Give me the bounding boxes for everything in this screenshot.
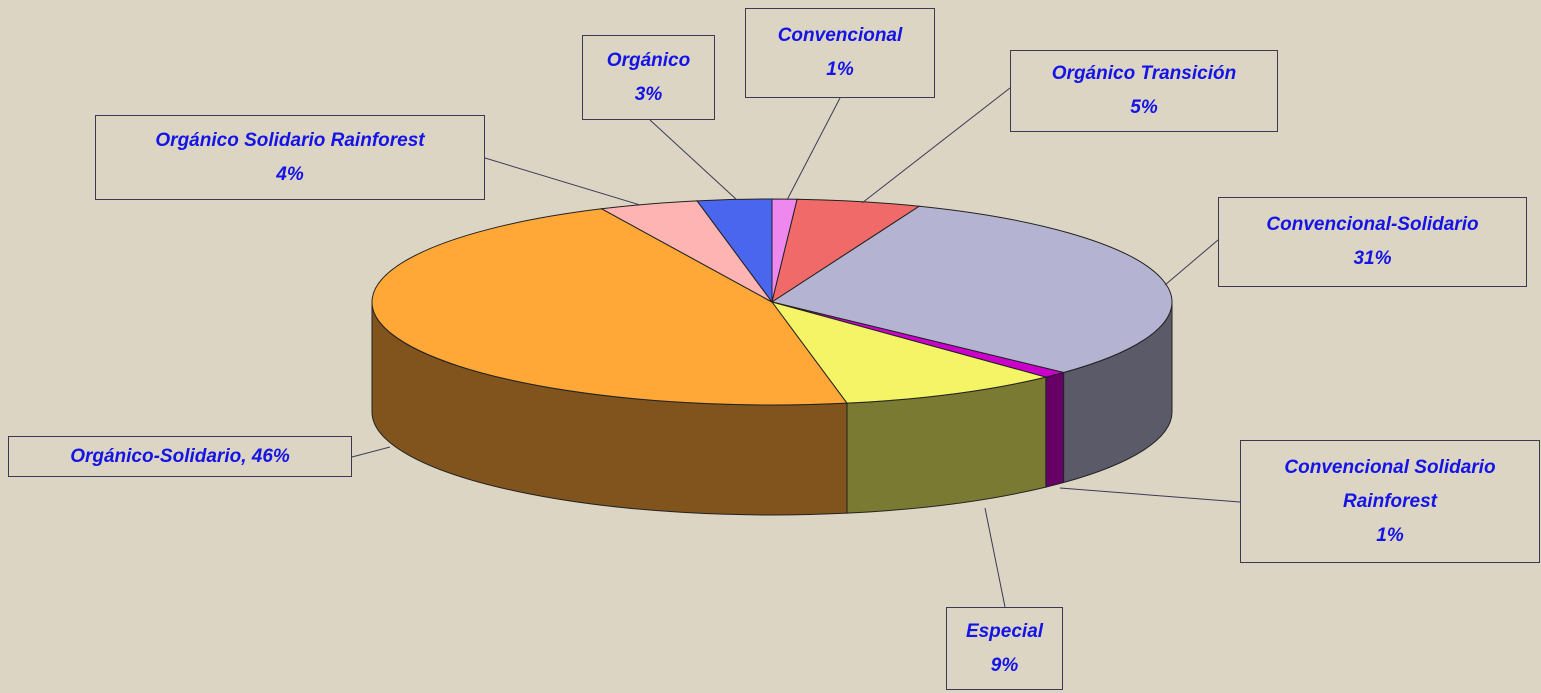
slice-side [1045, 371, 1065, 488]
leader-line [1164, 239, 1219, 286]
label-separator: , [241, 445, 252, 467]
label-value: 1% [1376, 524, 1404, 546]
label-name: Orgánico-Solidario [70, 445, 242, 467]
slice [371, 208, 848, 406]
label-name: Orgánico Transición [1051, 63, 1237, 84]
label-row: Orgánico-Solidario, 46% [9, 440, 351, 474]
label-name: Orgánico [606, 49, 691, 71]
label-value: 5% [1130, 97, 1158, 118]
data-label: Convencional 1% [745, 8, 935, 98]
leader-line [1059, 487, 1241, 503]
label-value: 1% [826, 59, 854, 80]
leader-line [861, 87, 1011, 204]
label-name: Convencional Solidario Rainforest [1284, 456, 1496, 512]
data-label: Orgánico 3% [582, 35, 715, 120]
label-name: Convencional-Solidario [1266, 214, 1479, 235]
data-label: Convencional-Solidario 31% [1218, 197, 1527, 287]
label-name: Especial [965, 620, 1044, 642]
slice [696, 198, 773, 304]
label-value: 3% [634, 83, 663, 105]
label-value: 4% [276, 163, 304, 185]
label-value: 9% [990, 654, 1019, 676]
leader-line [649, 119, 738, 201]
label-value: 46% [251, 445, 290, 467]
leader-line [351, 446, 391, 458]
data-label: Convencional Solidario Rainforest 1% [1240, 440, 1540, 563]
data-label: Especial 9% [946, 607, 1063, 690]
data-label: Orgánico-Solidario, 46% [8, 436, 352, 477]
leader-line [984, 507, 1006, 608]
label-name: Orgánico Solidario Rainforest [155, 129, 425, 151]
data-label: Orgánico Solidario Rainforest 4% [95, 115, 485, 200]
leader-line [786, 97, 841, 201]
leader-line [484, 157, 641, 206]
label-value: 31% [1353, 248, 1392, 269]
data-label: Orgánico Transición 5% [1010, 50, 1278, 132]
slice [770, 301, 1046, 404]
label-name: Convencional [777, 25, 903, 46]
slice [770, 205, 1173, 374]
